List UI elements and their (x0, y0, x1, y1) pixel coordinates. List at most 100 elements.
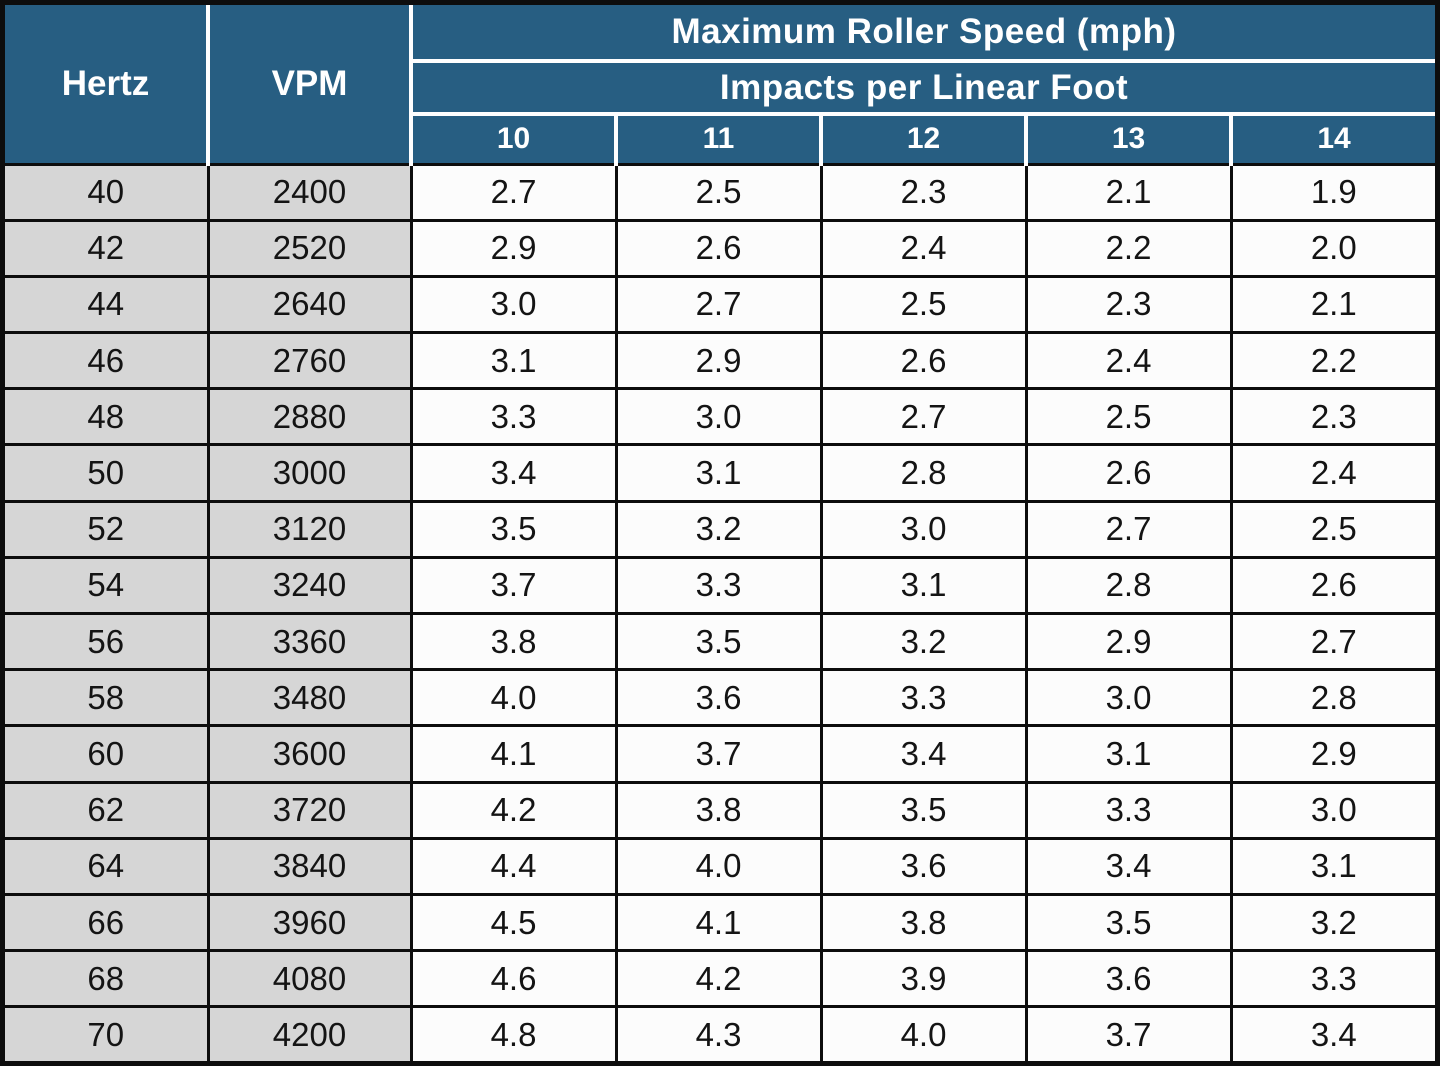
hertz-cell: 70 (5, 1005, 210, 1061)
vpm-cell: 3240 (206, 555, 413, 616)
speed-cell: 3.9 (819, 949, 1028, 1009)
speed-cell: 1.9 (1229, 162, 1435, 222)
speed-cell: 3.2 (819, 611, 1028, 672)
speed-cell: 4.3 (614, 1005, 823, 1061)
speed-cell: 3.0 (1024, 668, 1233, 728)
table-row: 58 3480 4.0 3.6 3.3 3.0 2.8 (5, 668, 1435, 728)
speed-cell: 3.8 (409, 611, 618, 672)
hertz-cell: 40 (5, 162, 210, 222)
speed-cell: 2.0 (1229, 218, 1435, 278)
speed-cell: 3.3 (819, 668, 1028, 728)
table-row: 42 2520 2.9 2.6 2.4 2.2 2.0 (5, 218, 1435, 278)
speed-cell: 3.2 (1229, 892, 1435, 953)
table-row: 48 2880 3.3 3.0 2.7 2.5 2.3 (5, 387, 1435, 447)
speed-cell: 3.4 (1024, 836, 1233, 896)
speed-cell: 2.2 (1229, 331, 1435, 391)
impact-col-header-13: 13 (1024, 112, 1233, 166)
speed-cell: 2.9 (409, 218, 618, 278)
hertz-cell: 52 (5, 499, 210, 559)
speed-cell: 3.0 (819, 499, 1028, 559)
speed-cell: 2.9 (614, 331, 823, 391)
vpm-cell: 4200 (206, 1005, 413, 1061)
vpm-cell: 2640 (206, 274, 413, 335)
speed-cell: 2.7 (1229, 611, 1435, 672)
speed-cell: 4.0 (409, 668, 618, 728)
speed-cell: 3.0 (614, 387, 823, 447)
speed-cell: 3.3 (1024, 780, 1233, 840)
vpm-cell: 2760 (206, 331, 413, 391)
speed-cell: 3.8 (614, 780, 823, 840)
speed-cell: 2.6 (1024, 443, 1233, 503)
speed-cell: 3.1 (409, 331, 618, 391)
speed-cell: 2.3 (1229, 387, 1435, 447)
speed-cell: 3.7 (1024, 1005, 1233, 1061)
table-header: Hertz VPM Maximum Roller Speed (mph) Imp… (5, 5, 1435, 166)
speed-cell: 2.6 (819, 331, 1028, 391)
table-row: 56 3360 3.8 3.5 3.2 2.9 2.7 (5, 611, 1435, 672)
speed-cell: 3.2 (614, 499, 823, 559)
speed-cell: 4.5 (409, 892, 618, 953)
speed-cell: 4.0 (819, 1005, 1028, 1061)
table-row: 54 3240 3.7 3.3 3.1 2.8 2.6 (5, 555, 1435, 616)
hertz-cell: 46 (5, 331, 210, 391)
table-title: Maximum Roller Speed (mph) (409, 5, 1435, 63)
speed-cell: 2.4 (1024, 331, 1233, 391)
speed-cell: 2.6 (614, 218, 823, 278)
vpm-cell: 2400 (206, 162, 413, 222)
hertz-cell: 62 (5, 780, 210, 840)
speed-cell: 2.5 (614, 162, 823, 222)
speed-cell: 3.1 (1024, 724, 1233, 784)
speed-cell: 3.8 (819, 892, 1028, 953)
speed-cell: 3.5 (409, 499, 618, 559)
table-row: 52 3120 3.5 3.2 3.0 2.7 2.5 (5, 499, 1435, 559)
speed-cell: 4.1 (614, 892, 823, 953)
impact-col-header-12: 12 (819, 112, 1028, 166)
vpm-cell: 4080 (206, 949, 413, 1009)
speed-cell: 3.3 (614, 555, 823, 616)
table-body: 40 2400 2.7 2.5 2.3 2.1 1.9 42 2520 2.9 2.6 2.4 2.2 2… (5, 162, 1435, 1061)
vpm-cell: 3600 (206, 724, 413, 784)
speed-cell: 2.7 (1024, 499, 1233, 559)
speed-cell: 3.7 (614, 724, 823, 784)
speed-cell: 3.4 (819, 724, 1028, 784)
impact-col-header-10: 10 (409, 112, 618, 166)
hertz-cell: 60 (5, 724, 210, 784)
hertz-cell: 42 (5, 218, 210, 278)
table-row: 68 4080 4.6 4.2 3.9 3.6 3.3 (5, 949, 1435, 1009)
speed-cell: 4.6 (409, 949, 618, 1009)
speed-cell: 3.6 (819, 836, 1028, 896)
speed-cell: 2.9 (1024, 611, 1233, 672)
speed-cell: 2.1 (1024, 162, 1233, 222)
speed-cell: 2.9 (1229, 724, 1435, 784)
vpm-column-header: VPM (206, 5, 413, 166)
speed-cell: 4.0 (614, 836, 823, 896)
speed-cell: 4.1 (409, 724, 618, 784)
vpm-cell: 3000 (206, 443, 413, 503)
table-row: 50 3000 3.4 3.1 2.8 2.6 2.4 (5, 443, 1435, 503)
speed-cell: 2.3 (1024, 274, 1233, 335)
table-row: 64 3840 4.4 4.0 3.6 3.4 3.1 (5, 836, 1435, 896)
speed-cell: 2.1 (1229, 274, 1435, 335)
speed-cell: 4.2 (614, 949, 823, 1009)
table-row: 60 3600 4.1 3.7 3.4 3.1 2.9 (5, 724, 1435, 784)
table-row: 62 3720 4.2 3.8 3.5 3.3 3.0 (5, 780, 1435, 840)
speed-cell: 2.3 (819, 162, 1028, 222)
speed-cell: 4.4 (409, 836, 618, 896)
vpm-cell: 3480 (206, 668, 413, 728)
vpm-cell: 3120 (206, 499, 413, 559)
speed-cell: 3.0 (1229, 780, 1435, 840)
speed-cell: 2.4 (819, 218, 1028, 278)
speed-cell: 2.8 (1229, 668, 1435, 728)
vpm-cell: 2880 (206, 387, 413, 447)
speed-cell: 2.8 (1024, 555, 1233, 616)
table-row: 40 2400 2.7 2.5 2.3 2.1 1.9 (5, 162, 1435, 222)
speed-cell: 4.2 (409, 780, 618, 840)
hertz-cell: 56 (5, 611, 210, 672)
speed-cell: 3.5 (1024, 892, 1233, 953)
speed-cell: 2.7 (409, 162, 618, 222)
speed-cell: 2.2 (1024, 218, 1233, 278)
speed-cell: 3.3 (409, 387, 618, 447)
speed-cell: 2.5 (1024, 387, 1233, 447)
hertz-cell: 54 (5, 555, 210, 616)
table-subtitle: Impacts per Linear Foot (409, 59, 1435, 116)
